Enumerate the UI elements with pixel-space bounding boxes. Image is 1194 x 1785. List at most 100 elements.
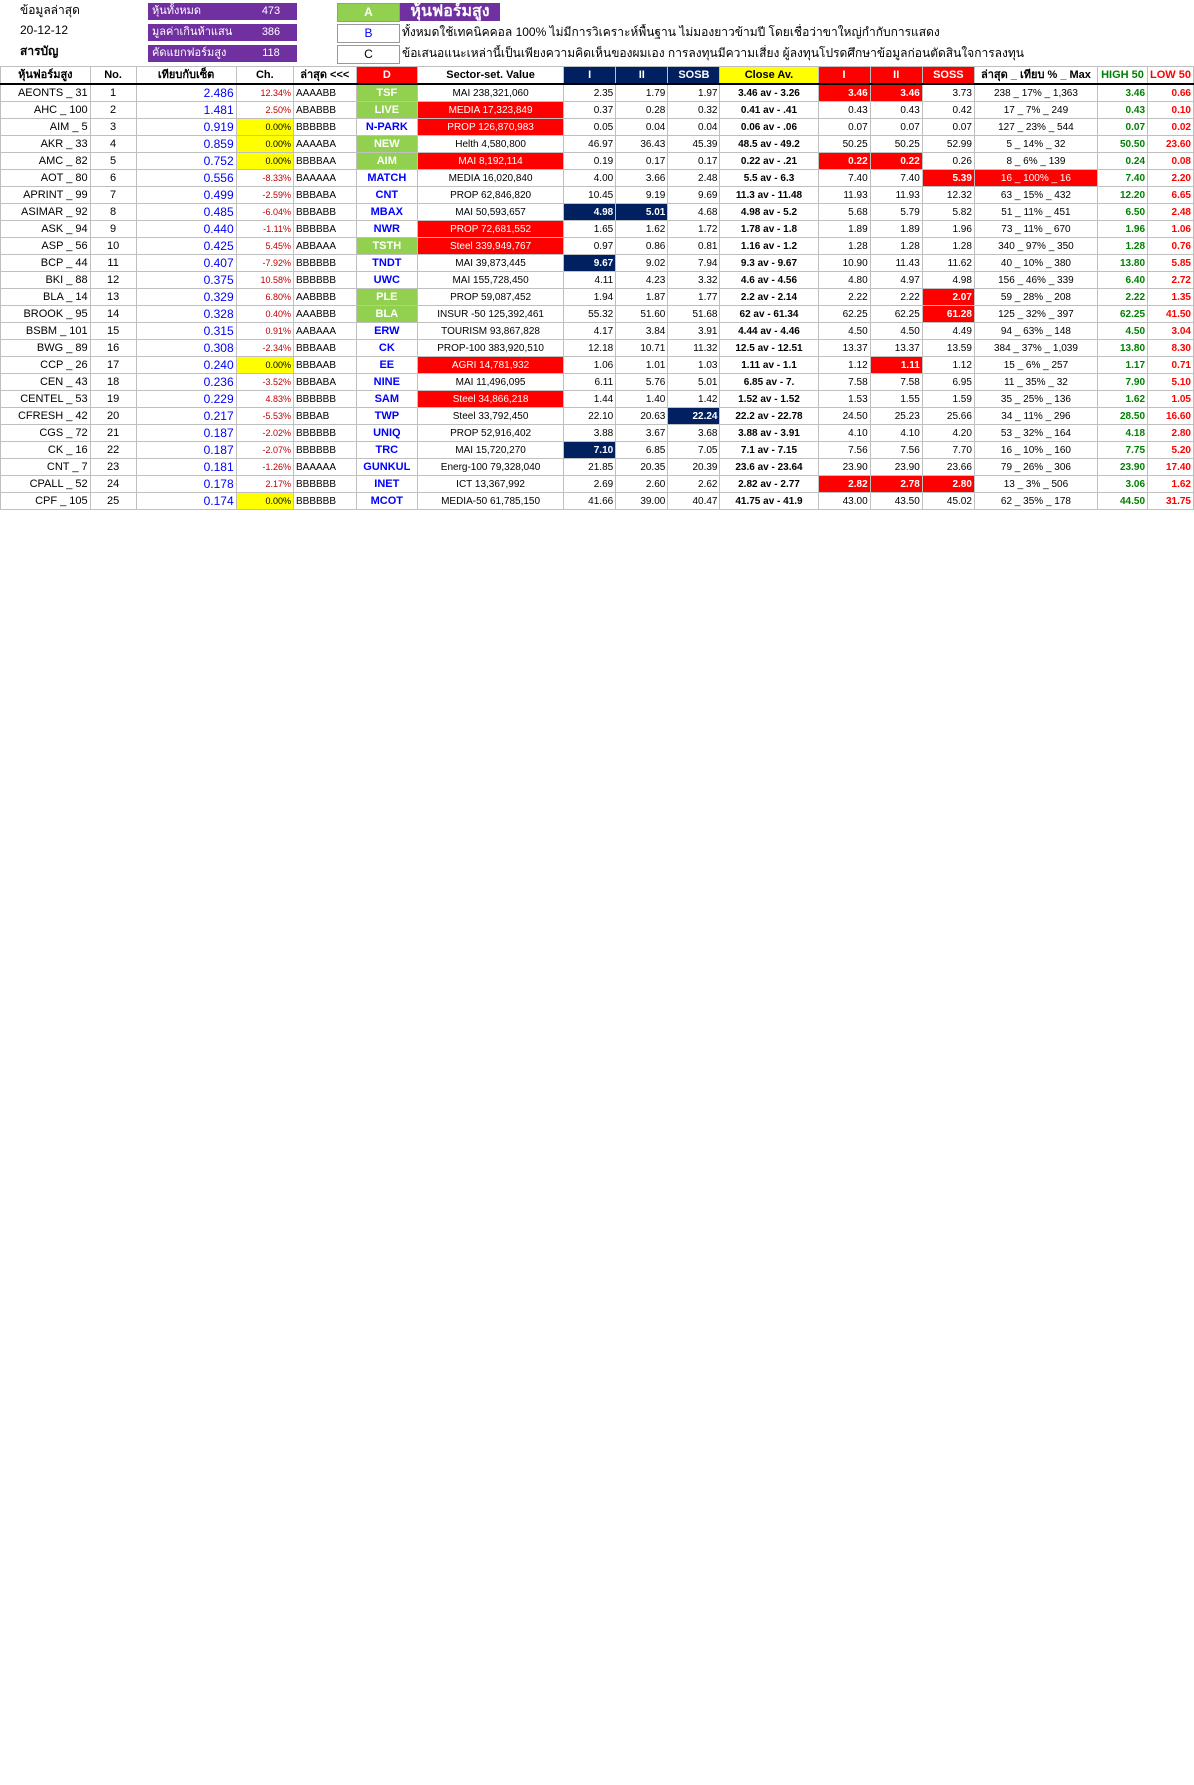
buy-ii: 9.19: [615, 186, 669, 204]
soss: 11.62: [921, 254, 975, 272]
sosb: 5.01: [667, 373, 721, 391]
stock-code[interactable]: NINE: [355, 373, 419, 391]
sell-i: 7.58: [817, 373, 871, 391]
change-percent: -3.52%: [235, 373, 295, 391]
close-average: 1.16 av - 1.2: [719, 237, 819, 255]
col-header: II: [869, 66, 923, 85]
stock-code[interactable]: CNT: [355, 186, 419, 204]
stock-code[interactable]: TSTH: [355, 237, 419, 255]
high-50: 0.07: [1096, 118, 1149, 136]
stock-name[interactable]: CNT _ 7: [0, 458, 91, 476]
stock-code[interactable]: TSF: [355, 83, 419, 102]
row-number: 18: [89, 373, 137, 391]
sosb: 20.39: [667, 458, 721, 476]
set-ratio: 0.425: [135, 237, 237, 255]
stock-name[interactable]: BWG _ 89: [0, 339, 91, 357]
trade-value: 33,792,450: [478, 410, 529, 422]
stock-code[interactable]: AIM: [355, 152, 419, 170]
stock-name[interactable]: ASIMAR _ 92: [0, 203, 91, 221]
stock-name[interactable]: CEN _ 43: [0, 373, 91, 391]
stock-name[interactable]: BSBM _ 101: [0, 322, 91, 340]
stock-code[interactable]: INET: [355, 475, 419, 493]
sector-value: MAI 155,728,450: [417, 271, 565, 289]
buy-ii: 0.17: [615, 152, 669, 170]
stock-code[interactable]: PLE: [355, 288, 419, 306]
buy-ii: 1.62: [615, 220, 669, 238]
last-vs-max: 238 _ 17% _ 1,363: [973, 83, 1098, 102]
stock-name[interactable]: CFRESH _ 42: [0, 407, 91, 425]
stock-name[interactable]: AMC _ 82: [0, 152, 91, 170]
close-average: 1.11 av - 1.1: [719, 356, 819, 374]
stock-code[interactable]: CK: [355, 339, 419, 357]
section-link-b[interactable]: B: [337, 24, 400, 43]
sector-name: INSUR -50: [437, 308, 486, 320]
close-average: 1.78 av - 1.8: [719, 220, 819, 238]
set-ratio: 0.329: [135, 288, 237, 306]
stock-name[interactable]: CPALL _ 52: [0, 475, 91, 493]
stock-code[interactable]: NWR: [355, 220, 419, 238]
stock-code[interactable]: SAM: [355, 390, 419, 408]
stock-code[interactable]: TWP: [355, 407, 419, 425]
stock-name[interactable]: CCP _ 26: [0, 356, 91, 374]
high-50: 12.20: [1096, 186, 1149, 204]
stock-name[interactable]: CPF _ 105: [0, 492, 91, 510]
stock-name[interactable]: AHC _ 100: [0, 101, 91, 119]
high-50: 13.80: [1096, 254, 1149, 272]
stock-code[interactable]: MCOT: [355, 492, 419, 510]
sell-ii: 5.79: [869, 203, 923, 221]
stock-code[interactable]: MATCH: [355, 169, 419, 187]
set-ratio: 0.859: [135, 135, 237, 153]
stock-code[interactable]: LIVE: [355, 101, 419, 119]
toc-link[interactable]: สารบัญ: [20, 44, 59, 58]
sell-ii: 7.58: [869, 373, 923, 391]
soss: 52.99: [921, 135, 975, 153]
pattern: BBBABB: [293, 203, 357, 221]
stock-code[interactable]: ERW: [355, 322, 419, 340]
row-number: 7: [89, 186, 137, 204]
stock-name[interactable]: CGS _ 72: [0, 424, 91, 442]
col-header-d[interactable]: D: [355, 66, 419, 85]
stock-code[interactable]: BLA: [355, 305, 419, 323]
pattern: ABABBB: [293, 101, 357, 119]
table-row: ASK _ 94 9 0.440 -1.11% BBBBBA NWR PROP 72,681…: [0, 220, 1194, 238]
table-row: AIM _ 5 3 0.919 0.00% BBBBBB N-PARK PROP 126,8…: [0, 118, 1194, 136]
low-50: 0.76: [1147, 237, 1194, 255]
stock-name[interactable]: CENTEL _ 53: [0, 390, 91, 408]
stock-name[interactable]: AEONTS _ 31: [0, 83, 91, 102]
trade-value: 59,087,452: [481, 291, 532, 303]
trade-value: 14,781,932: [479, 359, 530, 371]
stock-code[interactable]: N-PARK: [355, 118, 419, 136]
sector-value: MAI 8,192,114: [417, 152, 565, 170]
stock-code[interactable]: TNDT: [355, 254, 419, 272]
stock-code[interactable]: GUNKUL: [355, 458, 419, 476]
table-row: AOT _ 80 6 0.556 -8.33% BAAAAA MATCH MEDIA 16,…: [0, 169, 1194, 187]
section-link-c[interactable]: C: [337, 45, 400, 64]
sector-value: PROP 52,916,402: [417, 424, 565, 442]
stock-code[interactable]: UNIQ: [355, 424, 419, 442]
stock-code[interactable]: NEW: [355, 135, 419, 153]
stock-name[interactable]: AOT _ 80: [0, 169, 91, 187]
stock-name[interactable]: ASP _ 56: [0, 237, 91, 255]
stock-name[interactable]: CK _ 16: [0, 441, 91, 459]
stock-name[interactable]: ASK _ 94: [0, 220, 91, 238]
stock-name[interactable]: BCP _ 44: [0, 254, 91, 272]
stock-code[interactable]: UWC: [355, 271, 419, 289]
section-link-a[interactable]: A: [337, 3, 400, 22]
trade-value: 61,785,150: [489, 495, 541, 507]
row-number: 24: [89, 475, 137, 493]
stock-name[interactable]: BKI _ 88: [0, 271, 91, 289]
low-50: 0.08: [1147, 152, 1194, 170]
stock-name[interactable]: BLA _ 14: [0, 288, 91, 306]
sosb: 45.39: [667, 135, 721, 153]
stock-name[interactable]: AIM _ 5: [0, 118, 91, 136]
high-50: 44.50: [1096, 492, 1149, 510]
stock-code[interactable]: MBAX: [355, 203, 419, 221]
stock-code[interactable]: TRC: [355, 441, 419, 459]
row-number: 3: [89, 118, 137, 136]
stock-name[interactable]: AKR _ 33: [0, 135, 91, 153]
buy-ii: 39.00: [615, 492, 669, 510]
stat-form-label: คัดแยกฟอร์มสูง: [148, 45, 245, 62]
stock-name[interactable]: APRINT _ 99: [0, 186, 91, 204]
stock-code[interactable]: EE: [355, 356, 419, 374]
stock-name[interactable]: BROOK _ 95: [0, 305, 91, 323]
